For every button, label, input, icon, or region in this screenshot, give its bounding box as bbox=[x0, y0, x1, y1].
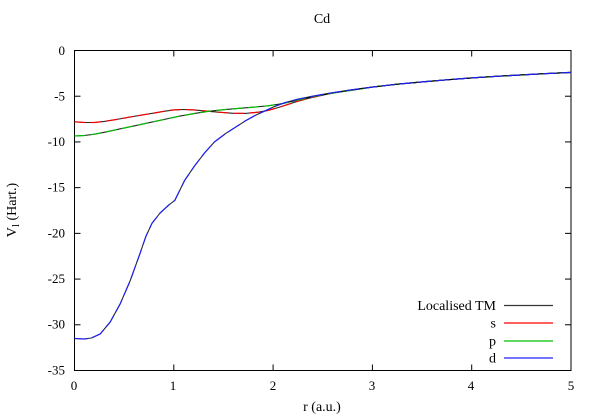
legend-label-p: p bbox=[489, 335, 496, 350]
y-tick-labels: 0 -5 -10 -15 -20 -25 -30 -35 bbox=[48, 43, 65, 378]
legend-entry-localised-tm: Localised TM bbox=[417, 299, 553, 314]
curve-d bbox=[74, 71, 572, 340]
curve-localised-tm-d bbox=[74, 71, 572, 340]
curve-localised-tm-p bbox=[74, 71, 572, 137]
y-tick-label-2: -10 bbox=[48, 134, 65, 149]
y-tick-label-1: -5 bbox=[54, 89, 65, 104]
x-tick-label-4: 4 bbox=[468, 378, 475, 393]
legend: Localised TM s p d bbox=[417, 299, 553, 367]
y-tick-label-7: -35 bbox=[48, 363, 65, 378]
legend-entry-d: d bbox=[489, 352, 553, 367]
x-tick-label-5: 5 bbox=[568, 378, 575, 393]
curve-s bbox=[74, 71, 572, 124]
y-axis-label-rest: (Hart.) bbox=[5, 182, 20, 224]
y-axis-label: Vl (Hart.) bbox=[5, 182, 22, 237]
y-axis-label-main: V bbox=[5, 227, 20, 237]
legend-label-s: s bbox=[491, 317, 496, 332]
x-axis-label: r (a.u.) bbox=[303, 400, 341, 415]
x-tick-label-1: 1 bbox=[170, 378, 177, 393]
tick-marks bbox=[74, 50, 572, 371]
y-tick-label-4: -20 bbox=[48, 226, 65, 241]
curve-localised-tm-s bbox=[74, 71, 572, 124]
y-tick-label-5: -25 bbox=[48, 271, 65, 286]
y-tick-label-0: 0 bbox=[59, 43, 66, 58]
chart-title: Cd bbox=[314, 12, 330, 27]
y-tick-label-3: -15 bbox=[48, 180, 65, 195]
x-tick-labels: 0 1 2 3 4 5 bbox=[71, 378, 575, 393]
curve-p bbox=[74, 71, 572, 137]
legend-entry-p: p bbox=[489, 335, 553, 350]
x-tick-label-3: 3 bbox=[369, 378, 376, 393]
x-tick-label-2: 2 bbox=[270, 378, 277, 393]
legend-label-d: d bbox=[489, 352, 496, 367]
plot-frame bbox=[74, 50, 572, 371]
y-tick-label-6: -30 bbox=[48, 317, 65, 332]
curves bbox=[74, 71, 572, 340]
legend-entry-s: s bbox=[491, 317, 553, 332]
legend-label-localised-tm: Localised TM bbox=[417, 299, 496, 314]
y-axis-label-sub: l bbox=[10, 224, 22, 227]
x-tick-label-0: 0 bbox=[71, 378, 78, 393]
